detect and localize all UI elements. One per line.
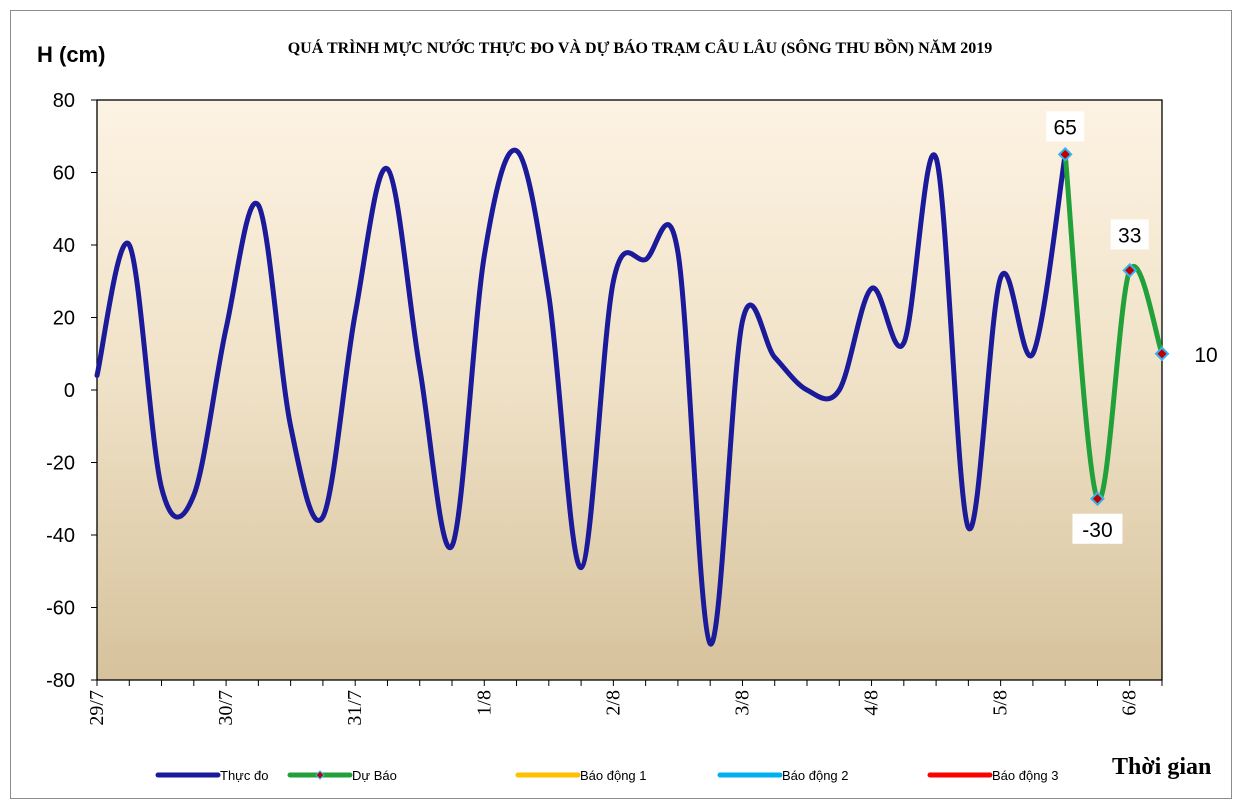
series-line-du-bao — [1062, 151, 1165, 503]
data-label: -30 — [1082, 519, 1112, 542]
x-tick-label: 4/8 — [861, 690, 883, 716]
forecast-point-marker — [1122, 262, 1138, 278]
y-tick-label: 40 — [53, 235, 75, 257]
data-label: 10 — [1194, 344, 1217, 367]
x-tick-label: 31/7 — [344, 690, 366, 726]
y-tick-label: -20 — [46, 453, 75, 475]
y-axis-label: H (cm) — [37, 42, 105, 67]
y-tick-label: -80 — [46, 670, 75, 692]
y-tick-label: -60 — [46, 598, 75, 620]
x-tick-label: 3/8 — [731, 690, 753, 716]
forecast-point-marker — [1090, 491, 1105, 507]
forecast-point-marker — [1057, 146, 1073, 162]
legend-marker — [315, 770, 325, 780]
x-axis: 29/7 30/7 31/7 1/8 2/8 3/8 4/8 5/8 6/8 — [86, 680, 1163, 726]
x-tick-label: 6/8 — [1119, 690, 1141, 716]
data-label-box — [1046, 111, 1085, 142]
y-tick-label: 80 — [53, 90, 75, 112]
series-layer — [94, 146, 1170, 647]
series-line-thuc-do — [94, 147, 1068, 647]
legend-label: Dự Báo — [352, 768, 397, 783]
legend-label: Báo động 3 — [992, 768, 1059, 783]
data-label: 65 — [1054, 116, 1077, 139]
x-tick-label: 1/8 — [473, 690, 495, 716]
y-tick-label: -40 — [46, 525, 75, 547]
y-tick-label: 20 — [53, 308, 75, 330]
data-label-layer: 65 -30 33 10 — [1046, 111, 1225, 544]
data-label-box — [1072, 513, 1123, 544]
legend-label: Thực đo — [220, 768, 268, 783]
legend-label: Báo động 1 — [580, 768, 647, 783]
y-axis: 80 60 40 20 0 -20 -40 -60 -80 — [46, 90, 97, 692]
legend-label: Báo động 2 — [782, 768, 849, 783]
x-axis-label: Thời gian — [1112, 754, 1211, 780]
y-tick-label: 60 — [53, 163, 75, 185]
x-tick-label: 29/7 — [86, 690, 108, 726]
y-tick-label: 0 — [64, 380, 75, 402]
legend: Thực đo Dự Báo Báo động 1 Báo động 2 Báo độn… — [155, 768, 1059, 783]
x-tick-label: 5/8 — [990, 690, 1012, 716]
forecast-point-marker — [1154, 346, 1170, 362]
plot-area — [96, 99, 1163, 681]
data-label: 33 — [1118, 224, 1141, 247]
x-tick-label: 30/7 — [215, 690, 237, 726]
data-label-box — [1187, 338, 1225, 369]
x-tick-label: 2/8 — [602, 690, 624, 716]
chart-title: QUÁ TRÌNH MỰC NƯỚC THỰC ĐO VÀ DỰ BÁO TRẠ… — [288, 37, 993, 57]
data-label-box — [1110, 219, 1149, 250]
